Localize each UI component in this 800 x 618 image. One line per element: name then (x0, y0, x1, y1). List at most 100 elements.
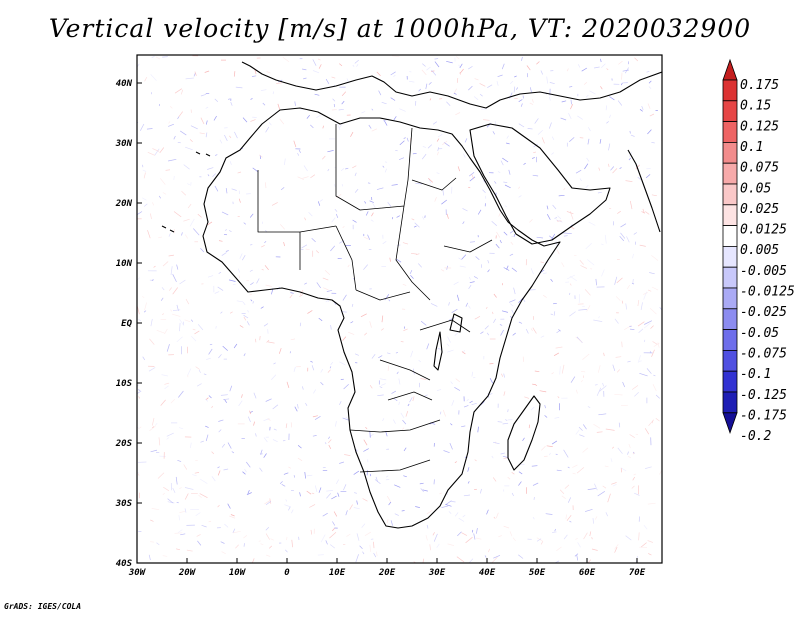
field-stroke (293, 140, 297, 148)
field-stroke (246, 492, 252, 496)
field-stroke (329, 531, 337, 539)
colorbar-segment (722, 100, 738, 123)
field-stroke (230, 101, 233, 106)
field-stroke (593, 319, 603, 322)
field-stroke (246, 321, 250, 326)
field-stroke (474, 488, 477, 491)
field-stroke (290, 292, 294, 294)
field-stroke (211, 405, 213, 409)
field-stroke (516, 87, 519, 90)
colorbar-segment (722, 308, 738, 330)
field-stroke (605, 428, 615, 431)
field-stroke (569, 137, 575, 142)
field-stroke (531, 99, 534, 103)
longitude-axis: 30W 20W 10W 0 10E 20E 30E 40E 50E 60E 70E (128, 558, 646, 578)
field-stroke (422, 489, 428, 492)
field-stroke (320, 368, 324, 373)
field-stroke (594, 66, 600, 69)
field-stroke (160, 178, 166, 185)
field-stroke (455, 378, 461, 383)
field-stroke (545, 513, 553, 515)
field-stroke (362, 551, 365, 555)
field-stroke (620, 232, 626, 239)
field-stroke (207, 167, 214, 170)
field-stroke (369, 430, 371, 438)
field-stroke (441, 199, 448, 205)
field-stroke (509, 230, 515, 234)
field-stroke (223, 468, 229, 471)
field-stroke (601, 243, 604, 246)
field-stroke (393, 116, 397, 121)
field-stroke (522, 437, 525, 441)
field-stroke (271, 202, 278, 206)
field-stroke (428, 177, 433, 183)
field-stroke (529, 219, 533, 223)
field-stroke (430, 303, 438, 307)
field-stroke (225, 250, 229, 252)
field-stroke (215, 325, 217, 329)
field-stroke (459, 63, 463, 69)
field-stroke (584, 289, 591, 296)
field-stroke (200, 93, 207, 97)
field-stroke (164, 382, 170, 385)
field-stroke (229, 515, 236, 519)
field-stroke (511, 472, 515, 475)
field-stroke (491, 311, 494, 315)
field-stroke (492, 131, 496, 135)
field-stroke (316, 114, 321, 118)
field-stroke (618, 422, 621, 428)
field-stroke (446, 213, 449, 219)
madagascar-coastline (507, 395, 541, 471)
field-stroke (229, 311, 233, 314)
field-stroke (208, 520, 212, 523)
field-stroke (186, 549, 193, 552)
field-stroke (453, 88, 457, 94)
field-stroke (225, 188, 228, 194)
field-stroke (333, 511, 338, 517)
field-stroke (491, 455, 494, 459)
field-stroke (158, 195, 161, 199)
field-stroke (647, 103, 651, 109)
field-stroke (263, 323, 269, 327)
field-stroke (463, 350, 465, 353)
field-stroke (622, 69, 629, 72)
field-stroke (449, 442, 453, 450)
field-stroke (566, 514, 572, 521)
field-stroke (396, 371, 399, 375)
field-stroke (527, 128, 533, 130)
field-stroke (420, 488, 424, 493)
colorbar: 0.175 0.15 0.125 0.1 0.075 0.05 0.025 0.0125 0.0… (722, 58, 795, 444)
field-stroke (503, 373, 505, 378)
lat-tick-label: EQ (121, 319, 132, 329)
field-stroke (331, 495, 337, 500)
field-stroke (652, 341, 658, 345)
field-stroke (170, 399, 176, 404)
field-stroke (233, 71, 236, 77)
field-stroke (554, 417, 560, 419)
field-stroke (179, 319, 185, 326)
field-stroke (555, 346, 563, 349)
field-stroke (580, 379, 583, 383)
field-stroke (380, 328, 384, 331)
field-stroke (520, 103, 523, 107)
field-stroke (571, 226, 574, 230)
field-stroke (264, 182, 267, 189)
field-stroke (408, 80, 415, 83)
field-stroke (646, 368, 652, 374)
field-stroke (231, 451, 235, 454)
field-stroke (468, 558, 474, 563)
field-stroke (565, 514, 567, 520)
field-stroke (214, 185, 219, 192)
field-stroke (137, 426, 139, 429)
field-stroke (469, 281, 475, 284)
field-stroke (566, 211, 574, 215)
field-stroke (467, 481, 470, 484)
field-stroke (342, 294, 347, 301)
field-stroke (645, 174, 651, 179)
field-stroke (221, 443, 226, 448)
field-stroke (434, 58, 439, 60)
field-stroke (187, 368, 192, 376)
map-frame-border (136, 54, 663, 564)
field-stroke (563, 187, 566, 191)
